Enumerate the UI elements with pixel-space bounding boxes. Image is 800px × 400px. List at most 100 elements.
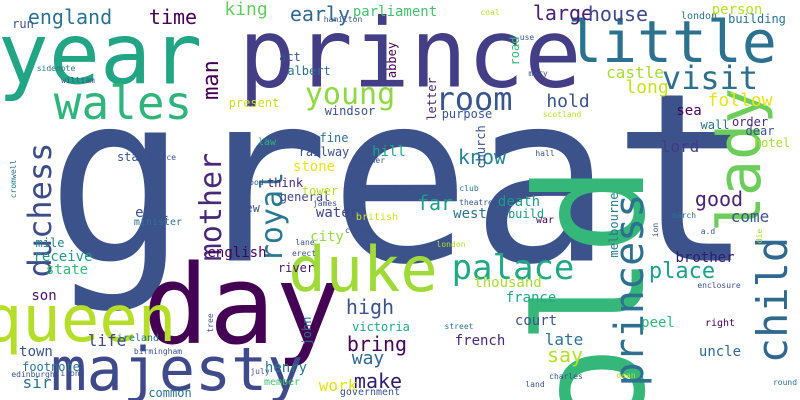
word: government xyxy=(339,387,401,398)
word: victoria xyxy=(352,320,410,334)
word: general xyxy=(279,190,331,204)
word: little xyxy=(567,8,777,76)
word: lord xyxy=(660,137,700,156)
word: life xyxy=(87,331,127,350)
word: make xyxy=(353,369,403,393)
word: peel xyxy=(641,315,675,331)
word: english xyxy=(207,245,267,261)
word: mary xyxy=(528,69,548,78)
word: present xyxy=(228,96,280,110)
word: far xyxy=(416,191,454,215)
word: iron xyxy=(60,369,80,378)
word: march xyxy=(671,211,697,220)
word: wall xyxy=(700,118,730,132)
word: england xyxy=(27,5,113,29)
word: stand xyxy=(116,150,154,164)
word: stone xyxy=(292,159,336,175)
word: work xyxy=(318,376,358,395)
word: acre xyxy=(394,183,414,192)
word: order xyxy=(731,115,769,129)
word: prince xyxy=(238,0,582,110)
word: parliament xyxy=(352,4,438,20)
word: young xyxy=(304,77,396,112)
word: time xyxy=(148,5,198,29)
word: child xyxy=(748,236,797,364)
word: majesty xyxy=(50,335,304,400)
word: river xyxy=(277,261,315,275)
word: town xyxy=(19,344,53,360)
word: west xyxy=(453,206,487,222)
word: castle xyxy=(606,63,664,82)
word: french xyxy=(454,333,506,349)
word: william xyxy=(61,76,95,85)
word: death xyxy=(497,194,541,210)
word: die xyxy=(755,228,764,244)
word: land xyxy=(525,380,545,389)
word: duke xyxy=(288,233,438,306)
word: way xyxy=(351,348,385,369)
word: james xyxy=(312,199,338,208)
word: bring xyxy=(346,332,408,356)
word: state xyxy=(45,262,89,278)
word: wood xyxy=(244,178,264,187)
word: day xyxy=(142,241,342,369)
word: july xyxy=(250,367,270,376)
word: erect xyxy=(291,249,317,258)
word: building xyxy=(728,12,786,26)
word: person xyxy=(711,2,763,18)
word: theatre xyxy=(459,198,493,207)
word: house xyxy=(587,2,649,26)
word: room xyxy=(435,80,513,118)
word: know xyxy=(457,145,507,169)
word: court xyxy=(514,313,558,329)
word: crown xyxy=(344,226,370,235)
word: war xyxy=(535,215,555,226)
word: say xyxy=(546,343,584,367)
word: minister xyxy=(133,217,183,228)
word: enclosure xyxy=(697,281,741,290)
word: follow xyxy=(707,90,773,111)
word: railway xyxy=(298,145,350,159)
word: coal xyxy=(480,8,500,17)
word: a.d xyxy=(700,227,716,236)
word: scotland xyxy=(542,110,582,119)
word: tree xyxy=(206,313,215,333)
word: edinburgh xyxy=(11,370,55,379)
word: high xyxy=(345,295,395,319)
word: street xyxy=(444,322,474,331)
word: london xyxy=(436,240,466,249)
word: thousand xyxy=(474,275,542,291)
word: sea xyxy=(676,103,702,119)
word: hotel xyxy=(753,136,791,150)
word: queen xyxy=(0,283,177,357)
word: melbourne xyxy=(607,192,621,258)
word: use xyxy=(519,33,535,42)
word: letter xyxy=(425,77,439,121)
word: water xyxy=(315,205,359,221)
word: mile xyxy=(35,236,65,250)
word: club xyxy=(459,184,479,193)
word: force xyxy=(151,153,177,162)
word: common xyxy=(148,386,192,400)
word: sir xyxy=(22,373,52,392)
word: son xyxy=(31,288,57,304)
word: sidenote xyxy=(36,64,76,73)
word: uncle xyxy=(698,344,742,360)
word: abbey xyxy=(385,41,399,79)
word: british xyxy=(355,212,399,223)
word: think xyxy=(266,176,304,190)
word: albert xyxy=(287,64,331,78)
word: run xyxy=(12,17,34,31)
word: windsor xyxy=(324,104,376,118)
word: purpose xyxy=(441,107,493,121)
word: cromwell xyxy=(9,159,18,199)
word: brother xyxy=(675,250,735,266)
word: receive xyxy=(33,249,93,265)
word: year xyxy=(0,5,203,105)
word: lane xyxy=(295,238,315,247)
word: late xyxy=(544,330,584,349)
word: garden xyxy=(691,246,721,255)
word: new xyxy=(238,201,260,215)
word: birmingham xyxy=(133,347,183,356)
